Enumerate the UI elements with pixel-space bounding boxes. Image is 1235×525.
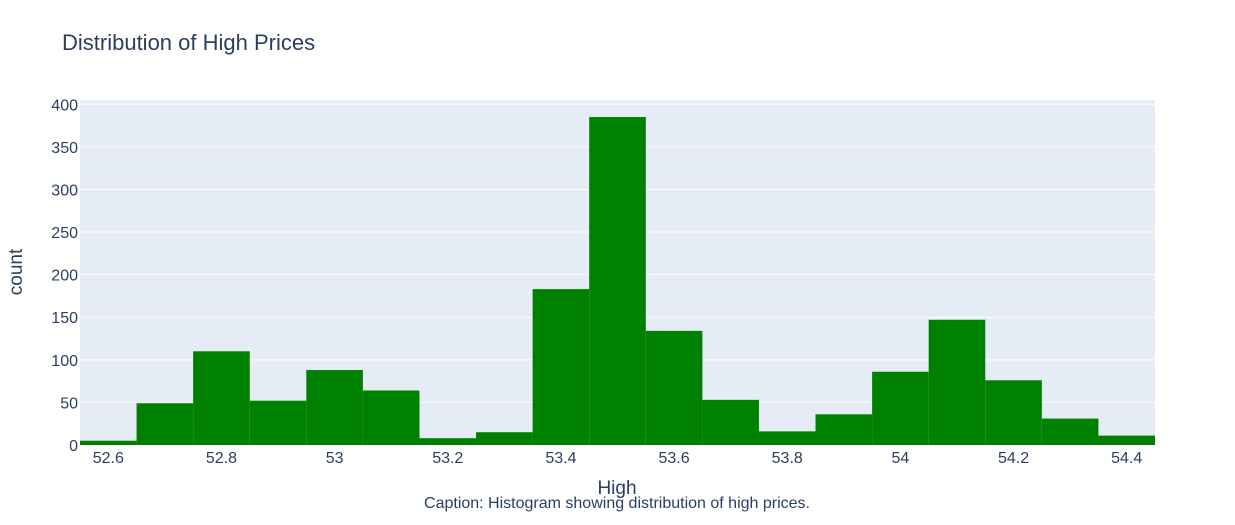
histogram-bar <box>702 399 759 445</box>
chart-title: Distribution of High Prices <box>62 30 315 55</box>
histogram-bar <box>306 370 363 445</box>
histogram-bar <box>928 319 986 445</box>
x-tick-label: 53.2 <box>432 450 463 467</box>
histogram-bar <box>758 431 816 445</box>
y-tick-label: 350 <box>51 140 78 157</box>
histogram-bar <box>419 438 477 445</box>
y-tick-label: 0 <box>69 438 78 455</box>
histogram-bar <box>80 440 137 445</box>
histogram-bar <box>136 403 194 445</box>
x-axis-ticks: 52.6 52.8 53 53.2 53.4 53.6 53.8 54 54.2 54.4 <box>93 450 1143 467</box>
x-tick-label: 54.2 <box>998 450 1029 467</box>
histogram-bar <box>532 289 590 445</box>
histogram-bar <box>1041 418 1099 445</box>
x-tick-label: 52.6 <box>93 450 124 467</box>
histogram-bar <box>985 380 1042 445</box>
x-tick-label: 52.8 <box>206 450 237 467</box>
x-tick-label: 53.6 <box>659 450 690 467</box>
histogram-bar <box>476 432 533 445</box>
y-axis-title: count <box>6 248 27 295</box>
histogram-bar <box>589 117 646 445</box>
y-tick-label: 50 <box>60 395 78 412</box>
x-tick-label: 54 <box>891 450 909 467</box>
x-tick-label: 53.8 <box>772 450 803 467</box>
histogram-bar <box>193 351 250 445</box>
y-tick-label: 150 <box>51 310 78 327</box>
x-axis-title: High <box>597 478 636 499</box>
y-tick-label: 100 <box>51 353 78 370</box>
x-tick-label: 53.4 <box>545 450 576 467</box>
y-tick-label: 250 <box>51 225 78 242</box>
histogram-bar <box>645 330 703 445</box>
histogram-bar <box>1098 435 1155 445</box>
x-tick-label: 53 <box>326 450 344 467</box>
bars <box>80 117 1155 445</box>
y-tick-label: 400 <box>51 97 78 114</box>
histogram-bar <box>249 400 307 445</box>
y-tick-label: 300 <box>51 182 78 199</box>
histogram-bar <box>815 414 873 445</box>
histogram-bar <box>872 371 929 445</box>
y-axis-ticks: 0 50 100 150 200 250 300 350 400 <box>51 97 78 455</box>
y-tick-label: 200 <box>51 268 78 285</box>
chart-caption: Caption: Histogram showing distribution … <box>424 495 810 512</box>
x-tick-label: 54.4 <box>1111 450 1142 467</box>
histogram-bar <box>362 390 420 445</box>
